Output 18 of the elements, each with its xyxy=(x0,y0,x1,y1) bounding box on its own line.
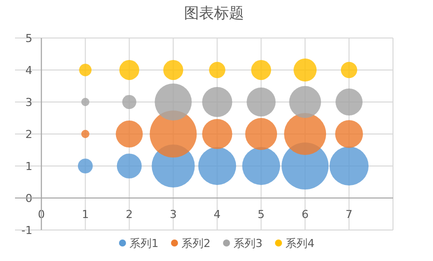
x-tick-label: 7 xyxy=(346,208,353,221)
y-tick-label: 3 xyxy=(25,96,32,109)
legend-label: 系列2 xyxy=(182,237,210,250)
y-tick-label: 5 xyxy=(25,32,32,45)
chart-title: 图表标题 xyxy=(184,4,244,22)
x-tick-label: 5 xyxy=(258,208,265,221)
legend-label: 系列4 xyxy=(286,237,314,250)
x-tick-label: 3 xyxy=(170,208,177,221)
y-tick-label: 2 xyxy=(25,128,32,141)
y-tick-label: -1 xyxy=(21,224,32,237)
legend-label: 系列1 xyxy=(130,237,158,250)
x-tick-label: 2 xyxy=(126,208,133,221)
legend-label: 系列3 xyxy=(234,237,262,250)
y-tick-label: 1 xyxy=(25,160,32,173)
x-tick-label: 6 xyxy=(302,208,309,221)
y-tick-label: 4 xyxy=(25,64,32,77)
x-tick-label: 1 xyxy=(82,208,89,221)
x-tick-label: 4 xyxy=(214,208,221,221)
